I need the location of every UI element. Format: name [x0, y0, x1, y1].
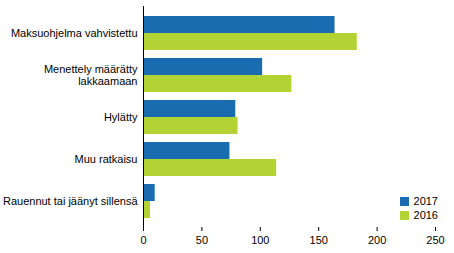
svg-text:100: 100 — [251, 234, 269, 246]
svg-text:Maksuohjelma vahvistettu: Maksuohjelma vahvistettu — [11, 27, 138, 39]
svg-text:50: 50 — [196, 234, 208, 246]
svg-text:250: 250 — [426, 234, 444, 246]
svg-text:200: 200 — [368, 234, 386, 246]
svg-text:150: 150 — [310, 234, 328, 246]
html-text:2016: 2016 — [413, 209, 438, 221]
svg-text:Menettely määrättylakkaamaan: Menettely määrättylakkaamaan — [44, 63, 138, 87]
svg-text:0: 0 — [140, 234, 146, 246]
svg-text:Muu ratkaisu: Muu ratkaisu — [75, 153, 138, 165]
svg-text:Rauennut tai jäänyt sillensä: Rauennut tai jäänyt sillensä — [3, 195, 138, 207]
svg-text:Hylätty: Hylätty — [104, 111, 138, 123]
html-text:2017: 2017 — [413, 195, 438, 207]
